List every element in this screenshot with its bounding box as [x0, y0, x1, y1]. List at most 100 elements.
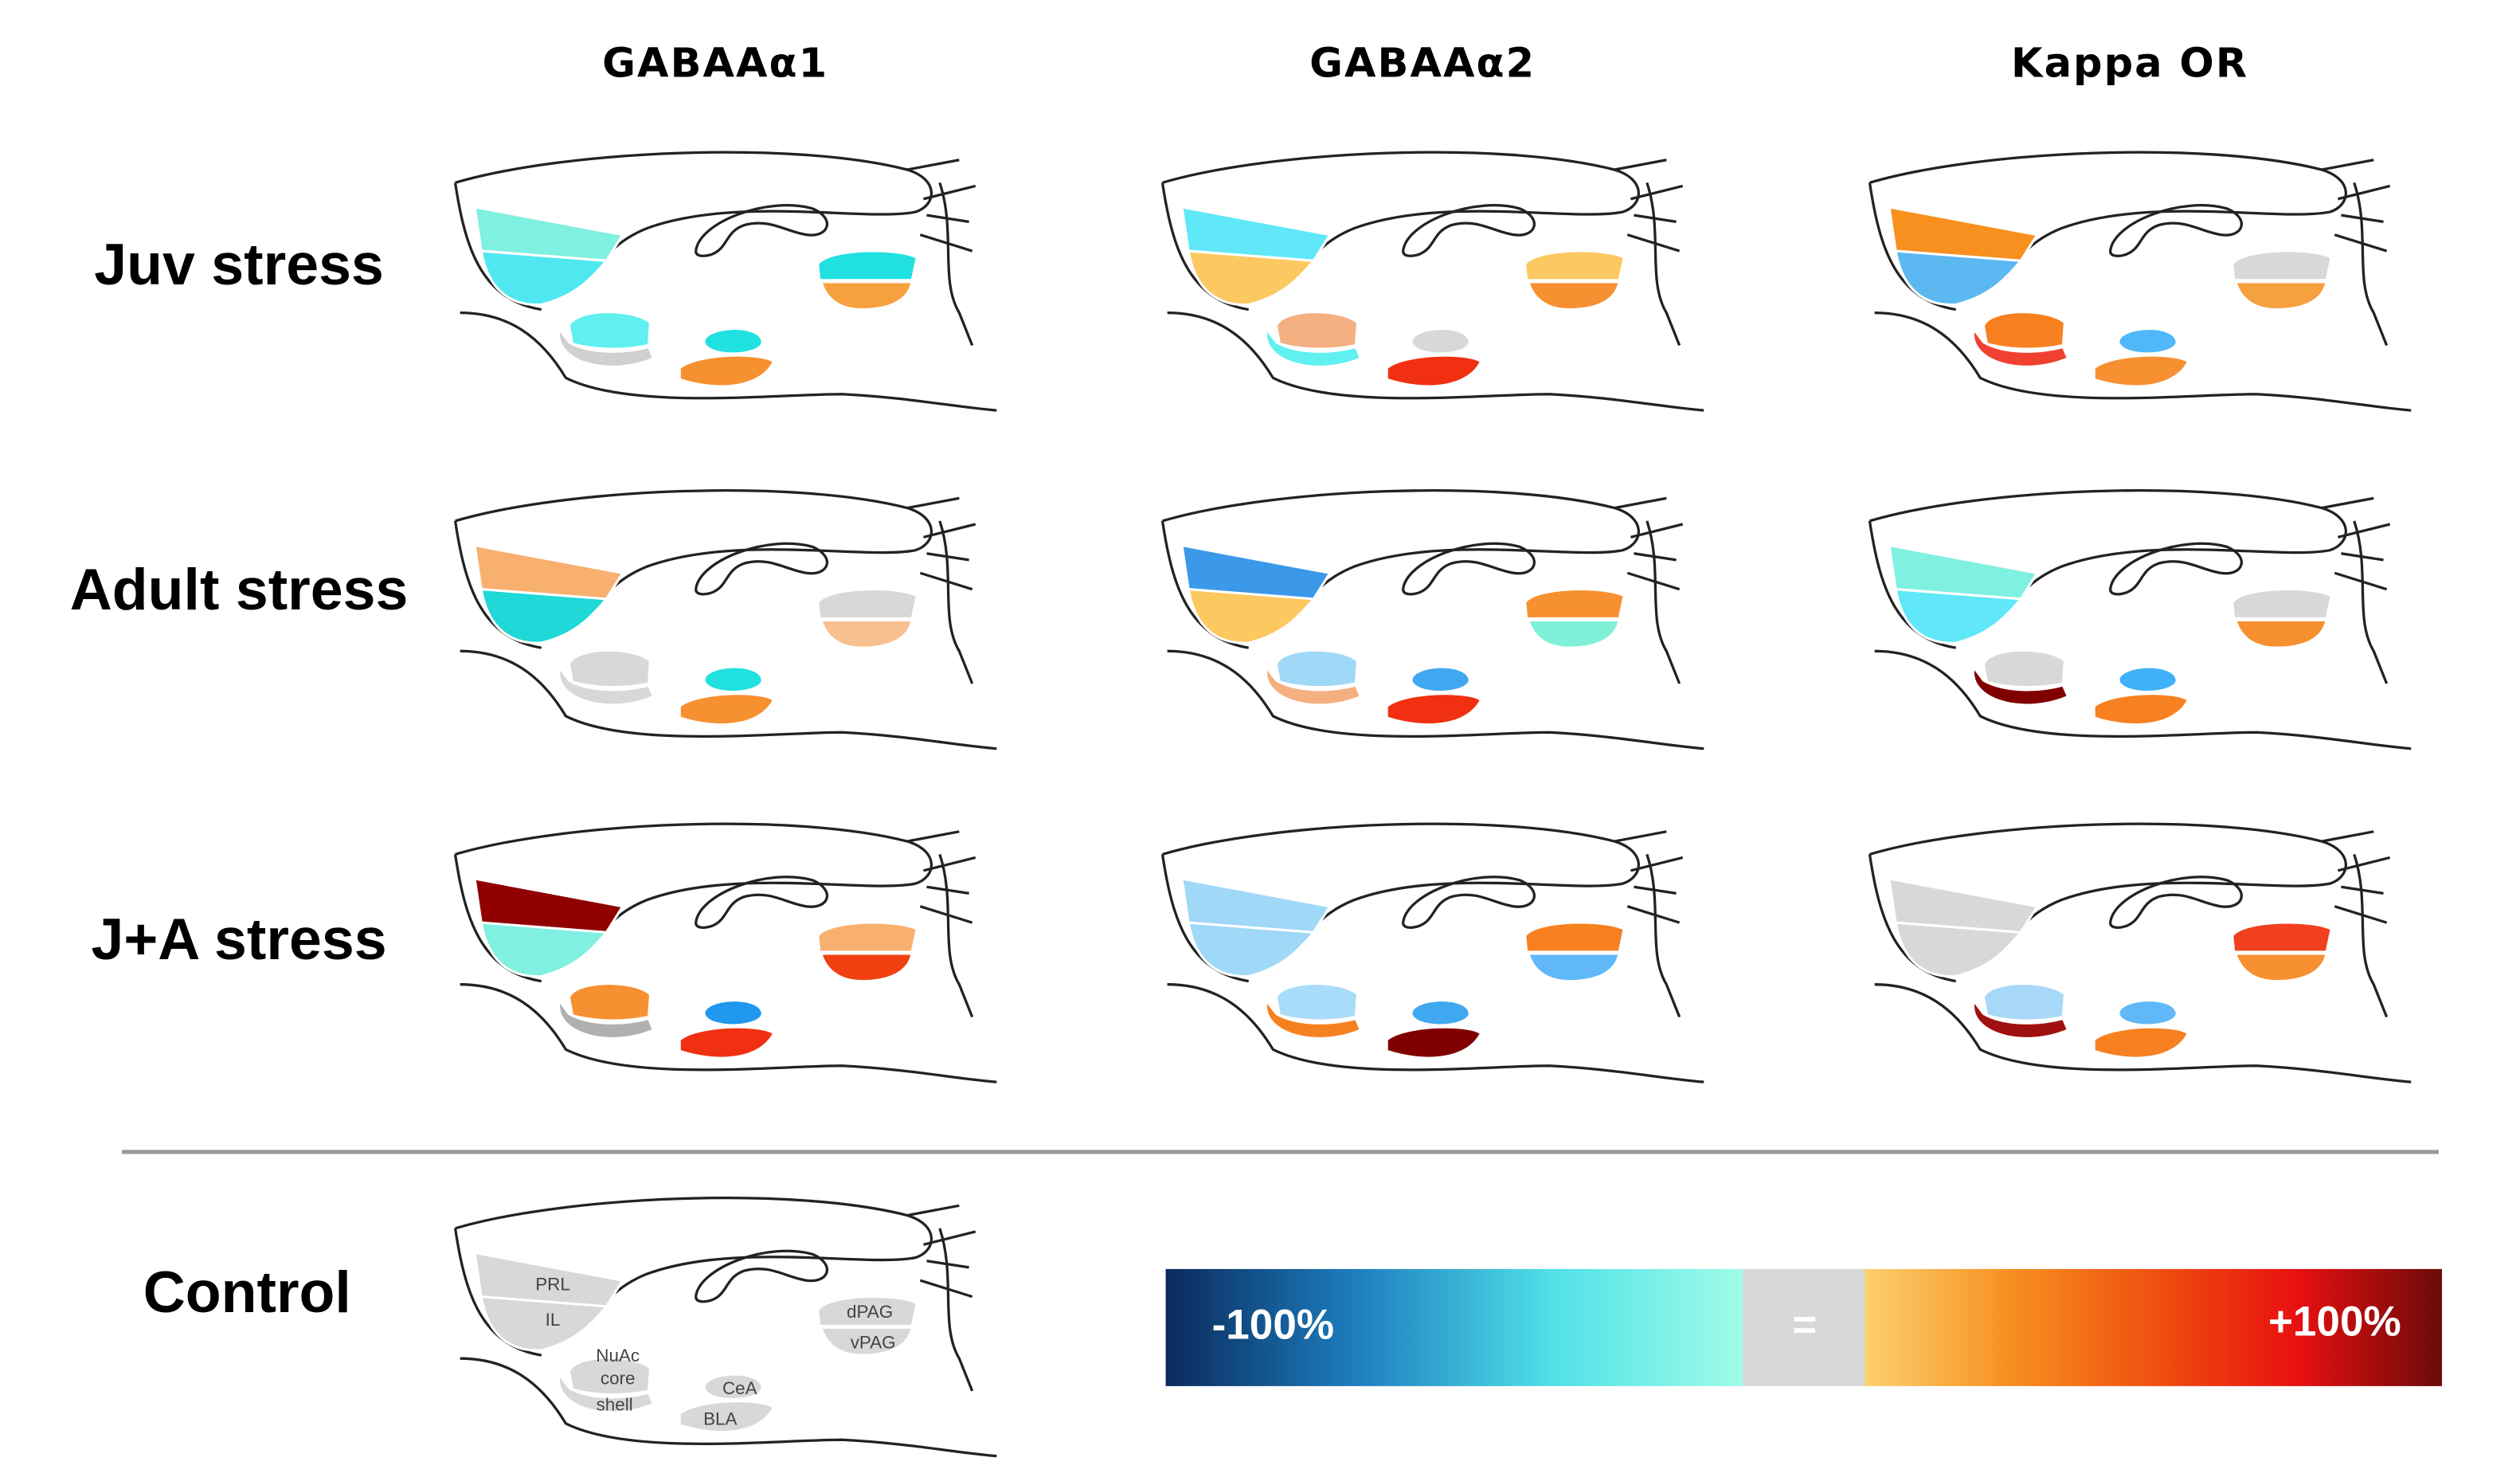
region-vpag: [2233, 280, 2328, 311]
brain-outline: [695, 542, 828, 596]
brain-outline: [1162, 822, 1640, 950]
region-il: [1894, 587, 2024, 645]
region-cea: [702, 1373, 764, 1401]
region-cea: [2117, 327, 2178, 355]
region-cea: [2117, 999, 2178, 1027]
region-bla: [1385, 1025, 1483, 1060]
brain-outline: [1402, 204, 1536, 257]
region-bla: [1385, 354, 1483, 388]
region-label: NuAc: [596, 1346, 640, 1365]
brain-outline: [2108, 876, 2243, 929]
region-il: [479, 1295, 609, 1352]
region-il: [479, 249, 609, 306]
region-dpag: [2231, 249, 2333, 282]
brain-outline: [1614, 830, 1684, 1018]
region-shell: [558, 664, 655, 707]
region-vpag: [819, 952, 914, 983]
region-dpag: [816, 921, 919, 954]
brain-outline: [1874, 649, 2412, 750]
brain-panel: [1868, 151, 2412, 412]
brain-outline: [1167, 311, 1704, 412]
brain-panel: [453, 489, 997, 750]
brain-outline: [695, 1249, 828, 1303]
colorbar-neutral: [1743, 1268, 1867, 1386]
brain-outline: [695, 204, 828, 257]
brain-panel: [1868, 822, 2412, 1083]
colorbar-mid-label: =: [1792, 1301, 1817, 1348]
brain-outline: [906, 496, 976, 684]
region-bla: [2092, 1025, 2190, 1060]
region-bla: [678, 1400, 776, 1434]
brain-outline: [455, 151, 933, 278]
colorbar-positive: [1865, 1268, 2443, 1386]
column-header: GABAAα2: [1309, 40, 1536, 87]
brain-panel: [1160, 489, 1704, 750]
region-label: core: [601, 1369, 636, 1389]
brain-outline: [1869, 822, 2347, 950]
colorbar-negative: [1165, 1268, 1745, 1386]
brain-outline: [906, 1204, 976, 1392]
brain-outline: [455, 1197, 933, 1324]
region-shell: [558, 997, 655, 1040]
region-cea: [702, 327, 764, 355]
region-cea: [1410, 665, 1471, 693]
region-shell: [1265, 664, 1363, 707]
column-header: GABAAα1: [602, 40, 828, 87]
region-shell: [558, 1371, 655, 1414]
region-shell: [558, 326, 655, 368]
region-label: CeA: [722, 1378, 757, 1398]
region-vpag: [2233, 952, 2328, 983]
colorbar-max-label: +100%: [2268, 1298, 2401, 1345]
region-label: shell: [597, 1394, 633, 1414]
region-bla: [2092, 692, 2190, 727]
region-core: [567, 648, 652, 689]
brain-outline: [906, 159, 976, 347]
region-label: IL: [546, 1310, 561, 1330]
region-il: [479, 587, 609, 645]
region-vpag: [1526, 952, 1621, 983]
brain-outline: [1614, 496, 1684, 684]
brain-outline: [460, 311, 997, 412]
region-core: [1982, 648, 2067, 689]
region-bla: [678, 354, 776, 388]
region-dpag: [1524, 587, 1626, 620]
brain-outline: [1402, 876, 1536, 929]
brain-outline: [455, 489, 933, 617]
brain-outline: [1167, 649, 1704, 750]
brain-panel: [1160, 151, 1704, 412]
region-il: [1187, 587, 1317, 645]
region-core: [1274, 648, 1360, 689]
colorbar-min-label: -100%: [1212, 1301, 1334, 1348]
region-vpag: [819, 618, 914, 649]
region-cea: [2117, 665, 2178, 693]
region-vpag: [2233, 618, 2328, 649]
brain-outline: [2108, 204, 2243, 257]
brain-outline: [1614, 159, 1684, 347]
region-bla: [678, 1025, 776, 1060]
brain-panel: [453, 822, 997, 1083]
brain-outline: [460, 1357, 997, 1458]
region-dpag: [816, 1295, 919, 1327]
region-label: PRL: [535, 1274, 570, 1294]
region-core: [567, 982, 652, 1022]
region-core: [1274, 311, 1360, 351]
brain-outline: [1162, 489, 1640, 617]
brain-outline: [2321, 159, 2391, 347]
region-cea: [1410, 999, 1471, 1027]
region-label: dPAG: [847, 1302, 893, 1322]
region-label: vPAG: [851, 1333, 896, 1353]
region-shell: [1972, 664, 2070, 707]
brain-outline: [2108, 542, 2243, 596]
region-cea: [702, 999, 764, 1027]
region-core: [1982, 982, 2067, 1022]
row-label: Juv stress: [94, 231, 384, 297]
region-dpag: [2231, 921, 2333, 954]
region-bla: [1385, 692, 1483, 727]
region-il: [1894, 249, 2024, 306]
region-shell: [1265, 326, 1363, 368]
brain-panel: [1160, 822, 1704, 1083]
brain-outline: [2321, 830, 2391, 1018]
region-dpag: [1524, 921, 1626, 954]
